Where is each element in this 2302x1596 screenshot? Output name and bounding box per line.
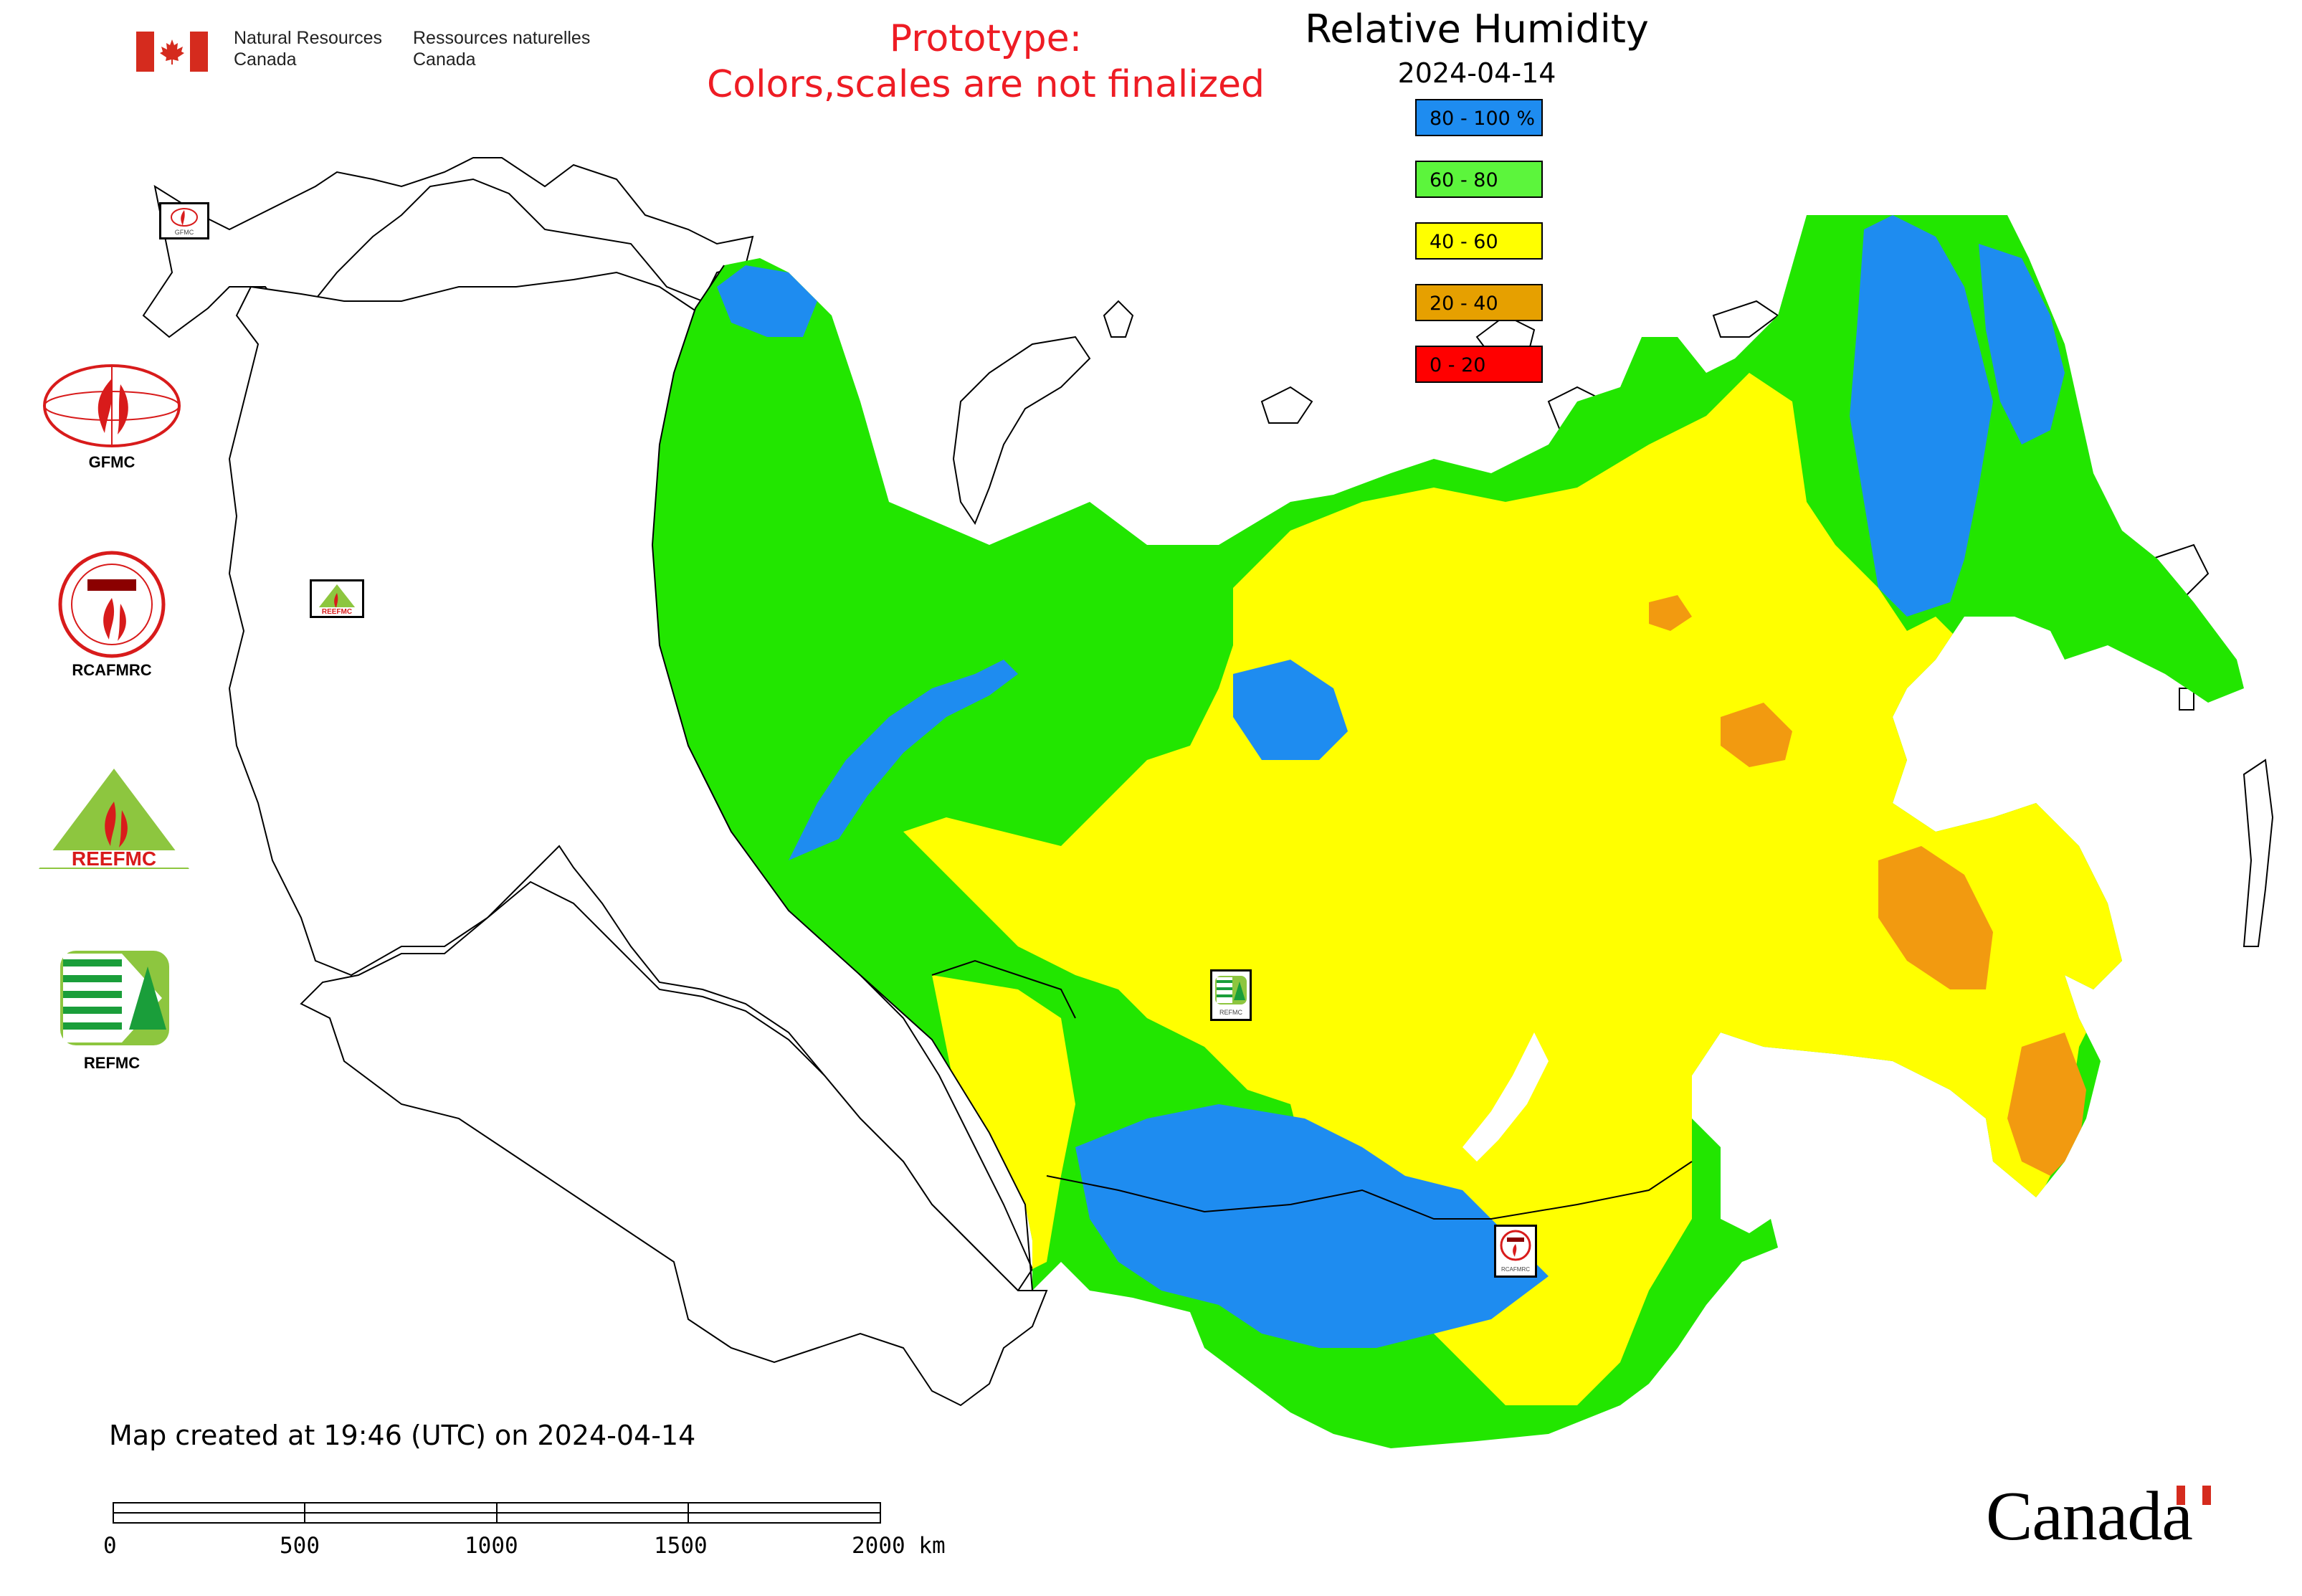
map-created-note: Map created at 19:46 (UTC) on 2024-04-14: [109, 1420, 696, 1451]
canada-wordmark-text: Canada: [1986, 1478, 2193, 1555]
franz-josef-outline: [1260, 386, 1313, 424]
dry-coast-zone: [2007, 1032, 2086, 1176]
lake-baikal: [1462, 1032, 1549, 1162]
rcafmrc-marker-icon: RCAFMRC: [1500, 1230, 1531, 1273]
dry-manchuria-zone: [1878, 846, 1993, 989]
signature-fr: Ressources naturelles Canada: [413, 28, 591, 70]
gfmc-marker[interactable]: GFMC: [159, 202, 209, 239]
gfmc-caption: GFMC: [88, 453, 135, 471]
mongolia-border: [1046, 1161, 1693, 1220]
very-humid-east-zone: [1850, 215, 1993, 617]
dry-yakutia-zone-2: [1649, 595, 1692, 631]
reefmc-logo: REEFMC: [37, 766, 191, 875]
data-domain-outline: [651, 265, 1033, 1291]
rcafmrc-logo-icon: [58, 551, 166, 658]
central-asia-outline: [300, 880, 1048, 1407]
nrcan-signature: Natural Resources Canada Ressources natu…: [136, 27, 592, 72]
signature-en: Natural Resources Canada: [234, 28, 383, 70]
prototype-notice: Prototype: Colors,scales are not finaliz…: [706, 17, 1265, 106]
rcafmrc-logo: RCAFMRC: [40, 551, 184, 680]
moderate-wedge: [932, 975, 1075, 1276]
canada-flag-icon: [136, 32, 208, 72]
reefmc-marker[interactable]: REEFMC: [310, 579, 364, 618]
moderate-zone: [903, 373, 2122, 1405]
wrangel-outline: [1712, 300, 1779, 338]
very-humid-ob-zone: [789, 660, 1018, 860]
map-title: Relative Humidity: [1305, 6, 1649, 52]
reefmc-wordmark: REEFMC: [72, 847, 156, 870]
scale-label-1500: 1500: [654, 1533, 708, 1559]
refmc-logo: REFMC: [40, 945, 184, 1073]
rcafmrc-marker[interactable]: RCAFMRC: [1494, 1225, 1537, 1278]
scale-label-2000: 2000 km: [852, 1533, 946, 1559]
map-date: 2024-04-14: [1397, 57, 1556, 89]
scale-bar: [113, 1502, 881, 1524]
gfmc-marker-label: GFMC: [175, 229, 194, 236]
dry-yakutia-zone: [1721, 703, 1792, 767]
reefmc-marker-label: REEFMC: [322, 608, 352, 616]
refmc-marker-icon: REFMC: [1215, 976, 1247, 1016]
svalbard-outline: [1103, 300, 1134, 338]
very-humid-tunguska-zone: [1233, 660, 1348, 760]
refmc-caption: REFMC: [83, 1054, 141, 1072]
very-humid-kamchatka-zone: [1979, 244, 2065, 445]
refmc-marker-label: REFMC: [1219, 1009, 1242, 1016]
scale-label-500: 500: [280, 1533, 320, 1559]
gfmc-logo: GFMC: [40, 363, 184, 472]
legend-item-40-60: 40 - 60: [1415, 222, 1543, 260]
refmc-marker[interactable]: REFMC: [1210, 969, 1252, 1021]
reefmc-logo-icon: REEFMC: [37, 769, 191, 870]
gfmc-marker-icon: GFMC: [171, 208, 198, 236]
rcafmrc-marker-label: RCAFMRC: [1501, 1266, 1530, 1273]
refmc-logo-icon: [60, 951, 169, 1045]
canada-wordmark-flag-icon: [2177, 1486, 2211, 1505]
gfmc-logo-icon: [43, 364, 181, 447]
legend-item-20-40: 20 - 40: [1415, 284, 1543, 321]
novaya-zemlya-outline: [952, 336, 1091, 526]
country-outlines: [142, 157, 2274, 1407]
scale-label-1000: 1000: [465, 1533, 518, 1559]
kazakh-border: [931, 959, 1076, 1019]
rcafmrc-caption: RCAFMRC: [72, 661, 152, 679]
scale-label-0: 0: [103, 1533, 117, 1559]
reefmc-marker-icon: REEFMC: [313, 584, 361, 616]
legend-item-0-20: 0 - 20: [1415, 346, 1543, 383]
canada-wordmark: Canada: [1986, 1477, 2211, 1556]
very-humid-kola-zone: [717, 265, 817, 337]
sakhalin-outline: [2242, 759, 2274, 947]
legend-item-60-80: 60 - 80: [1415, 161, 1543, 198]
very-humid-south-zone: [1075, 1104, 1549, 1348]
legend-item-80-100: 80 - 100 %: [1415, 99, 1543, 136]
